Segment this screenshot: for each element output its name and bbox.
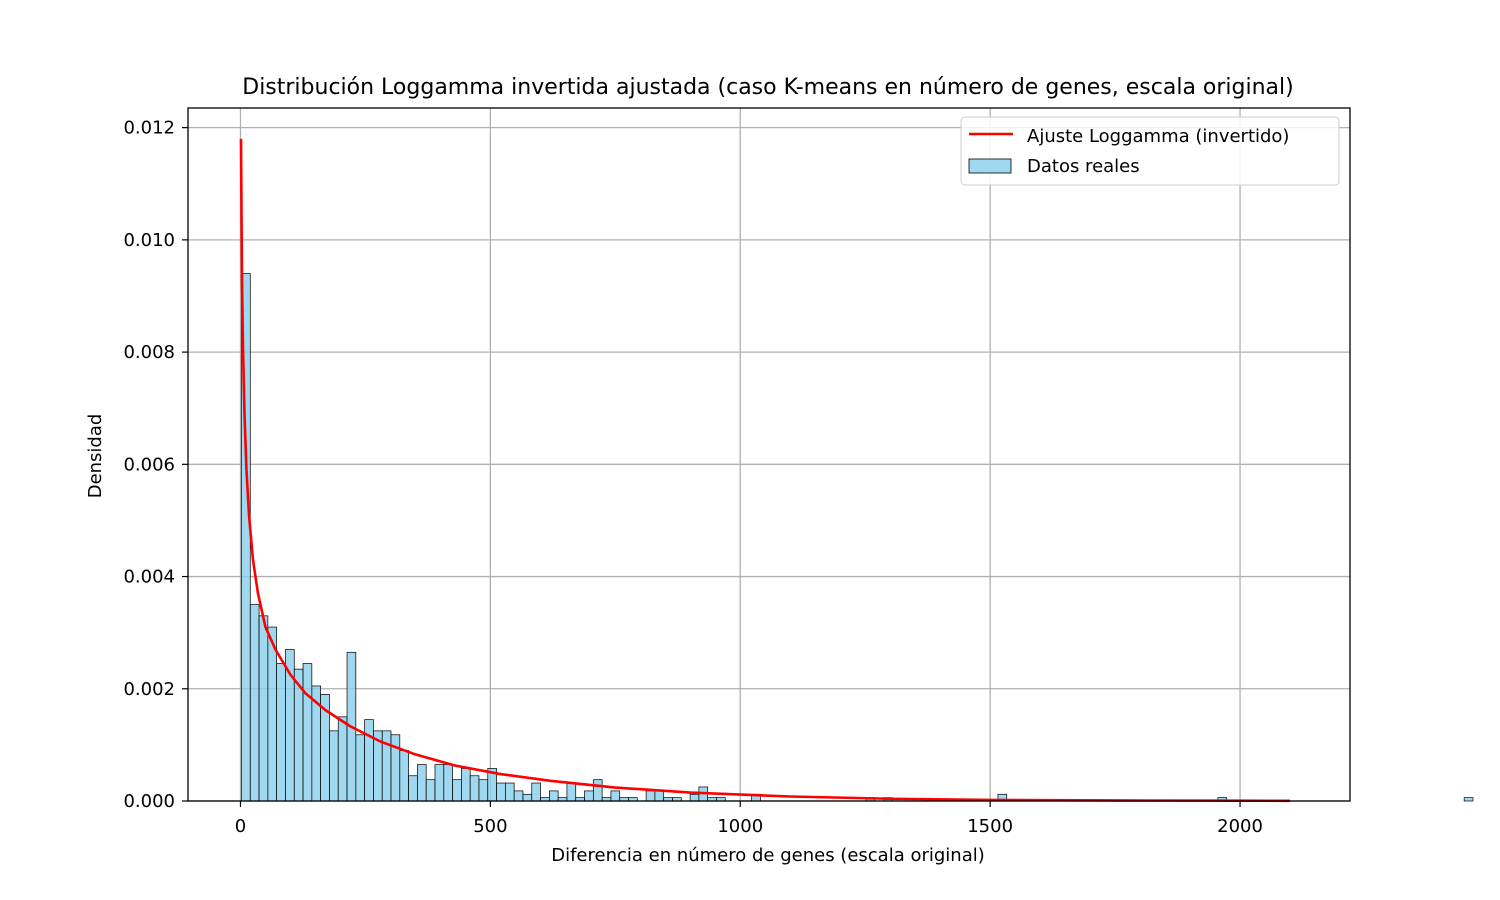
x-tick-label: 1500 xyxy=(967,816,1013,837)
histogram-bar xyxy=(531,782,541,802)
histogram-bar xyxy=(434,764,445,802)
x-tick-label: 1000 xyxy=(717,816,763,837)
histogram-bar xyxy=(461,768,471,802)
y-tick-label: 0.004 xyxy=(123,567,175,588)
histogram-bar xyxy=(276,663,286,802)
x-tick-label: 0 xyxy=(235,816,246,837)
histogram-bar xyxy=(258,615,269,802)
y-axis-ticks: 0.000 0.002 0.004 0.006 0.008 0.010 0.012 xyxy=(123,118,188,812)
y-tick-label: 0.010 xyxy=(123,230,175,251)
legend-bar-swatch xyxy=(968,158,1012,174)
x-tick-label: 500 xyxy=(473,816,507,837)
histogram-bar xyxy=(645,790,656,802)
histogram-bar xyxy=(425,779,436,802)
histogram-bar xyxy=(355,734,365,802)
histogram-bar xyxy=(337,716,348,802)
histogram-bar xyxy=(566,782,577,802)
y-tick-label: 0.000 xyxy=(123,791,175,812)
y-axis-label: Densidad xyxy=(85,414,106,499)
x-axis-label: Diferencia en número de genes (escala or… xyxy=(551,845,985,866)
grid xyxy=(188,108,1350,802)
histogram-bar xyxy=(654,790,665,802)
legend: Ajuste Loggamma (invertido) Datos reales xyxy=(960,116,1340,186)
histogram-bar xyxy=(505,782,515,802)
histogram-bars xyxy=(241,273,1474,802)
histogram-bar xyxy=(302,663,313,802)
legend-label-data: Datos reales xyxy=(1027,156,1140,177)
x-axis-ticks: 0 500 1000 1500 2000 xyxy=(235,801,1263,837)
histogram-bar xyxy=(548,790,559,802)
legend-box xyxy=(960,116,1340,186)
histogram-bar xyxy=(522,793,533,802)
histogram-bar xyxy=(1463,797,1474,802)
fit-line-layer xyxy=(239,138,1291,803)
histogram-bar xyxy=(610,790,621,802)
histogram-bar xyxy=(496,782,506,802)
histogram-bar xyxy=(584,790,594,802)
histogram-bar xyxy=(408,775,418,802)
histogram-bar xyxy=(592,779,603,802)
histogram-bar xyxy=(513,790,524,802)
histogram-bar xyxy=(249,604,260,802)
legend-label-fit: Ajuste Loggamma (invertido) xyxy=(1027,126,1289,147)
histogram-bar xyxy=(452,779,462,802)
y-tick-label: 0.008 xyxy=(123,342,175,363)
histogram-bar xyxy=(689,793,700,802)
chart-title: Distribución Loggamma invertida ajustada… xyxy=(242,75,1293,100)
histogram-bar xyxy=(267,626,278,802)
fit-line xyxy=(239,138,1291,803)
histogram-bar xyxy=(443,764,453,802)
y-tick-label: 0.006 xyxy=(123,454,175,475)
histogram-bar xyxy=(469,775,480,802)
histogram-bar xyxy=(417,764,427,802)
plot-frame xyxy=(187,107,1351,802)
y-tick-label: 0.012 xyxy=(123,118,175,139)
histogram-bar xyxy=(478,779,489,802)
histogram-bar xyxy=(329,730,339,802)
histogram-bar xyxy=(399,750,409,802)
x-tick-label: 2000 xyxy=(1217,816,1263,837)
y-tick-label: 0.002 xyxy=(123,679,175,700)
histogram-bar xyxy=(364,719,374,802)
